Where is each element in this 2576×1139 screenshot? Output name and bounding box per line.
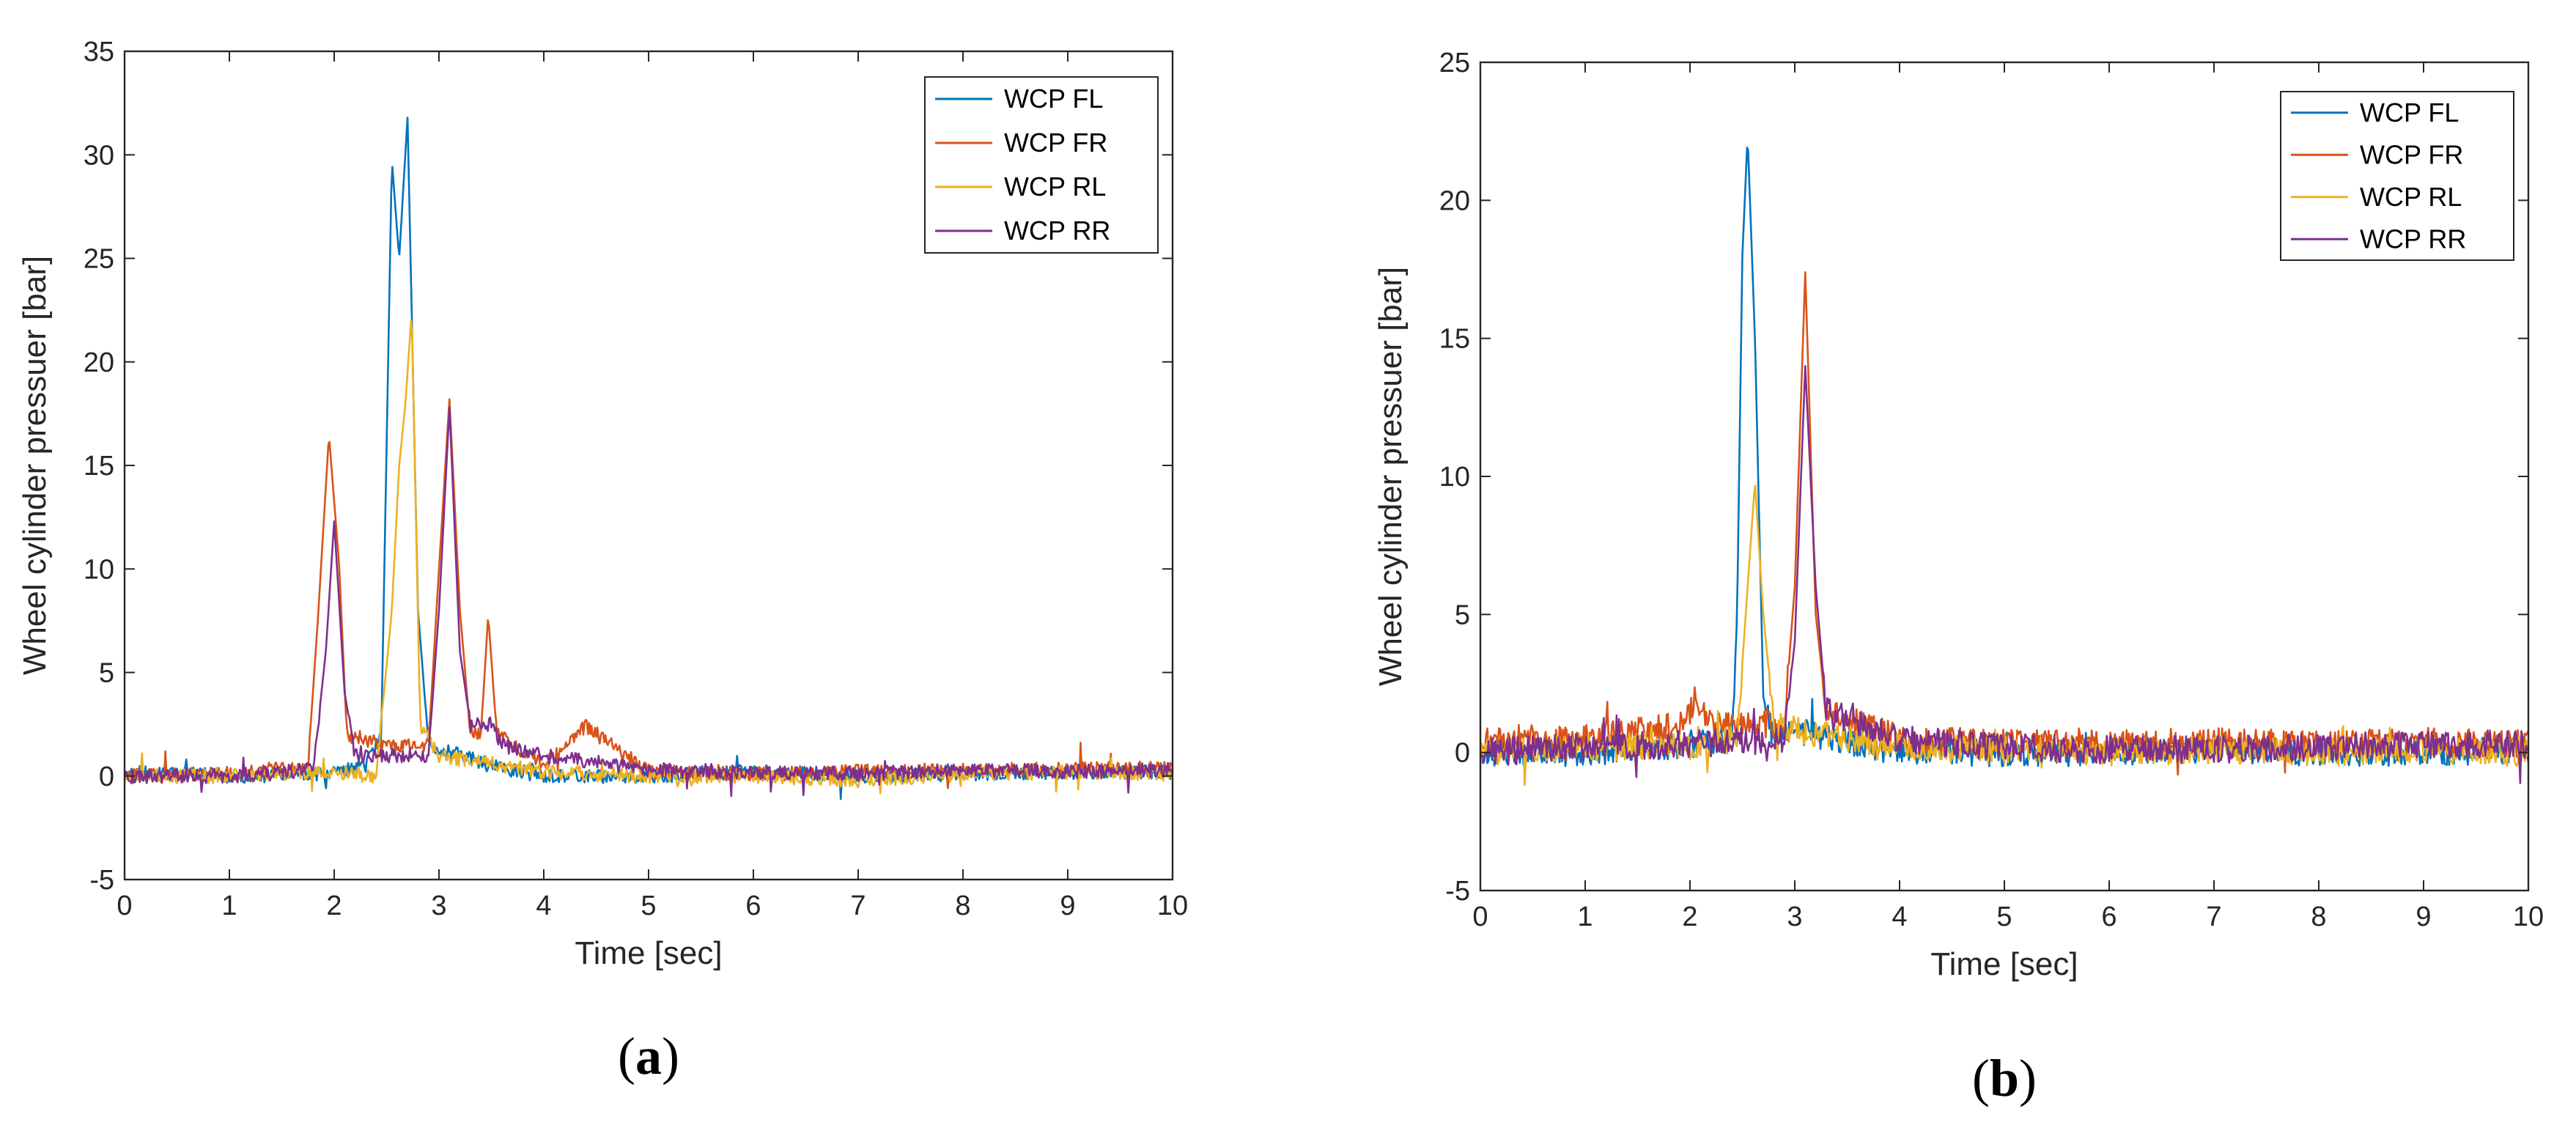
y-tick-label: 5 [1455, 600, 1470, 630]
y-tick-label: 15 [1439, 324, 1470, 355]
panel-label-letter: a [635, 1027, 662, 1085]
x-tick-label: 4 [1892, 902, 1907, 932]
y-tick-label: -5 [1445, 876, 1470, 907]
panel-label: (b) [1972, 1049, 2037, 1107]
y-tick-label: 10 [84, 554, 114, 585]
x-tick-label: 0 [117, 891, 132, 921]
legend-entry: WCP FL [1004, 84, 1103, 114]
y-tick-label: 15 [84, 451, 114, 482]
legend-box [924, 76, 1159, 254]
y-tick-label: 0 [99, 762, 114, 792]
x-tick-label: 10 [2513, 902, 2544, 932]
legend-entry: WCP RL [2360, 182, 2462, 212]
x-tick-label: 1 [221, 891, 237, 921]
y-tick-label: 30 [84, 140, 114, 171]
legend-entry: WCP FR [2360, 139, 2463, 169]
panel-label-open: ( [1972, 1049, 1990, 1107]
legend-entry: WCP RL [1004, 172, 1106, 202]
x-tick-label: 2 [326, 891, 342, 921]
x-tick-label: 5 [1996, 902, 2012, 932]
x-tick-label: 9 [1060, 891, 1075, 921]
series-line-wcp-rl [1480, 484, 2528, 786]
y-axis-label: Wheel cylinder pressuer [bar] [1373, 267, 1409, 686]
x-tick-label: 7 [2206, 902, 2221, 932]
legend: WCP FL WCP FR WCP RL WCP RR [2280, 91, 2514, 261]
y-tick-label: 25 [1439, 48, 1470, 78]
legend-entry: WCP RR [1004, 215, 1110, 246]
panel-label-letter: b [1990, 1049, 2019, 1107]
series-line-wcp-rr [125, 406, 1173, 797]
y-tick-label: 35 [84, 37, 114, 67]
x-tick-label: 3 [1787, 902, 1802, 932]
x-tick-label: 1 [1577, 902, 1593, 932]
x-tick-label: 0 [1472, 902, 1488, 932]
x-tick-label: 4 [536, 891, 551, 921]
x-axis-label: Time [sec] [575, 935, 722, 971]
x-tick-label: 8 [2311, 902, 2326, 932]
x-tick-label: 10 [1157, 891, 1188, 921]
x-axis-label: Time [sec] [1930, 946, 2078, 982]
legend-entry: WCP FR [1004, 128, 1107, 158]
y-tick-label: 25 [84, 244, 114, 275]
y-axis-label: Wheel cylinder pressuer [bar] [17, 256, 53, 675]
x-tick-label: 7 [850, 891, 866, 921]
panel-label-close: ) [662, 1027, 679, 1085]
x-tick-label: 6 [2101, 902, 2116, 932]
x-tick-label: 9 [2416, 902, 2431, 932]
legend: WCP FL WCP FR WCP RL WCP RR [924, 76, 1159, 254]
y-tick-label: 20 [1439, 185, 1470, 216]
x-tick-label: 2 [1682, 902, 1697, 932]
legend-entry: WCP RR [2360, 224, 2466, 254]
y-tick-label: -5 [89, 865, 114, 896]
x-tick-label: 5 [641, 891, 656, 921]
panel-label-open: ( [618, 1027, 635, 1085]
y-tick-label: 10 [1439, 462, 1470, 493]
series-line-wcp-rr [1480, 365, 2528, 784]
legend-box [2280, 91, 2514, 261]
y-tick-label: 0 [1455, 738, 1470, 769]
x-tick-label: 8 [955, 891, 970, 921]
legend-entry: WCP FL [2360, 97, 2459, 128]
x-tick-label: 6 [745, 891, 761, 921]
panel-label-close: ) [2019, 1049, 2037, 1107]
x-tick-label: 3 [431, 891, 446, 921]
y-tick-label: 20 [84, 347, 114, 378]
panel-label: (a) [618, 1027, 679, 1085]
y-tick-label: 5 [99, 658, 114, 689]
